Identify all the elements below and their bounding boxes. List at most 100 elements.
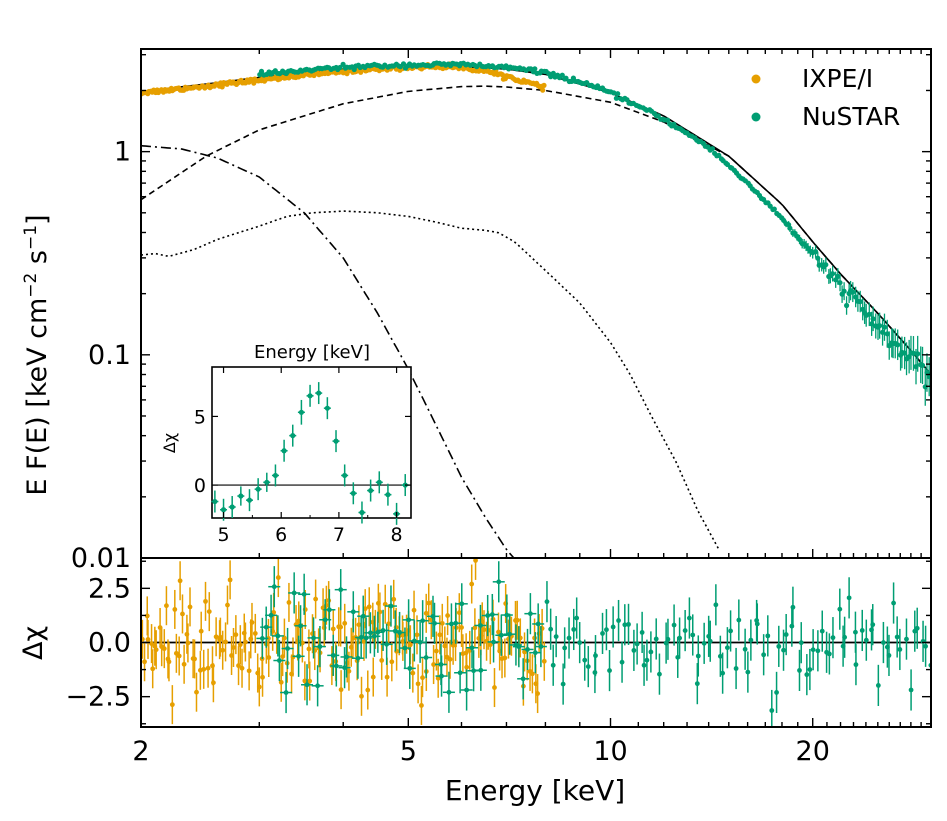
inset-point [264,479,270,485]
residual-point [402,645,408,651]
spectrum-point [895,342,901,348]
residual-point [457,670,463,676]
spectrum-point [830,271,836,277]
residual-y-tick-label: 2.5 [88,573,131,604]
residual-point [690,632,696,638]
residual-point [367,630,373,636]
residual-point [807,667,813,672]
residual-point [384,674,390,680]
residual-series-nustar [256,561,931,727]
residual-y-tick-label: 0.0 [88,628,131,659]
residual-point [363,635,369,641]
residual-point [665,636,671,642]
spectrum-point [532,66,538,72]
model-line-dashdot [141,144,515,558]
residual-point [333,663,339,669]
inset-panel: 5 6 7 8 0 5 [194,366,412,546]
residual-point [192,656,197,662]
spectrum-point [813,249,819,255]
residual-point [420,618,426,624]
residual-point [914,625,920,631]
residual-point [445,613,451,618]
residual-point [417,639,423,645]
spectrum-point [835,273,841,279]
residual-point [842,634,848,640]
residual-point [439,620,445,626]
inset-point [350,490,356,496]
residual-point [733,666,739,671]
residual-point [243,639,248,645]
ylabel-end: ] [22,214,53,225]
residual-point [694,681,700,687]
inset-point [359,509,365,516]
residual-point [769,708,775,713]
residual-point [582,657,588,663]
inset-point [324,405,330,411]
inset-point [246,497,253,503]
residual-point [302,678,308,684]
residual-point [372,633,377,639]
residual-point [846,595,852,601]
residual-point [360,613,366,619]
residual-point [728,628,733,634]
residual-point [776,643,782,649]
residual-point [489,612,495,617]
residual-point [366,604,372,610]
residual-point [315,683,321,689]
residual-point [837,606,843,612]
residual-point [498,632,504,638]
residual-point [205,665,211,671]
residual-point [275,633,281,639]
residual-point [407,642,413,648]
y-tick-label-top: 0.01 [71,543,131,574]
residual-point [217,634,223,640]
residual-point [713,602,719,608]
spectrum-point [541,82,547,88]
residual-point [574,615,580,621]
top-y-axis-label: E F(E) [keV cm−2 s−1] [21,214,53,495]
residual-point [338,587,344,593]
residual-y-tick-label: −2.5 [65,682,131,713]
spectrum-point [844,302,850,309]
residual-point [891,600,896,606]
residual-point [853,662,859,668]
residual-point [707,638,713,644]
spectrum-point [400,61,407,67]
inset-point [307,393,313,399]
spectrum-plot-area [141,60,931,558]
residual-point [720,670,726,676]
residual-point [415,681,421,687]
residual-point [283,690,289,695]
residual-panel: 2 5 10 20 −2.5 0.0 2.5 [65,557,932,767]
spectrum-point [857,299,863,305]
residual-point [459,625,464,630]
bottom-y-axis-label: Δχ [18,626,49,660]
residual-point [198,628,204,634]
residual-point [169,702,175,708]
residual-point [350,609,356,615]
residual-point [859,628,865,633]
inset-x-tick-label: 8 [391,524,403,546]
residual-point [447,656,453,662]
ylabel-main: E F(E) [keV cm [22,298,53,496]
residual-point [701,640,707,646]
residual-point [259,636,265,641]
residual-point [400,639,406,644]
residual-point [201,666,207,672]
residual-point [434,648,439,654]
residual-point [774,690,779,695]
x-tick-label: 5 [400,736,417,767]
x-axis-label: Energy [keV] [445,774,625,807]
residual-point [423,655,429,660]
residual-point [585,664,591,670]
residual-point [504,612,510,618]
residual-point [577,640,583,646]
residual-point [870,622,876,628]
residual-point [478,667,484,673]
residual-point [449,621,454,627]
residual-point [790,604,796,610]
inset-point [281,448,287,454]
spectrum-point [611,90,617,96]
residual-point [529,671,535,677]
inset-point [342,472,348,479]
